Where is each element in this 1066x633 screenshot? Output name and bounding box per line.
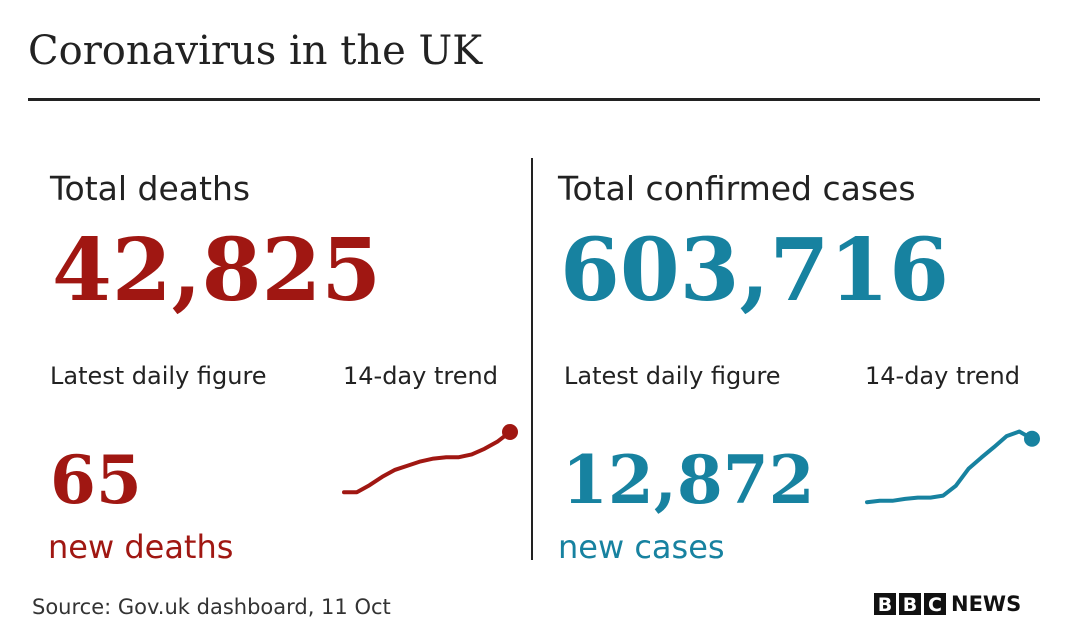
daily-label: Latest daily figure [564, 362, 781, 390]
title: Coronavirus in the UK [28, 28, 483, 74]
trend-end-dot [1024, 430, 1040, 447]
source: Source: Gov.uk dashboard, 11 Oct [32, 595, 391, 619]
trend-end-dot [502, 424, 518, 440]
trend-line [342, 430, 512, 495]
trend-label: 14-day trend [343, 362, 498, 390]
total: 42,825 [52, 220, 381, 321]
heading: Total deaths [49, 169, 250, 208]
logo-block [899, 593, 921, 615]
cases-panel: Total confirmed cases 603,716 Latest dai… [557, 169, 1020, 566]
logo-word: NEWS [951, 592, 1021, 616]
divider [531, 158, 533, 560]
logo-block [924, 593, 946, 615]
trend-label: 14-day trend [865, 362, 1020, 390]
title-rule [28, 98, 1040, 101]
daily-figure: 12,872 [562, 441, 815, 519]
heading: Total confirmed cases [557, 169, 916, 208]
logo-letter: C [928, 594, 942, 616]
logo-letter: B [878, 594, 892, 616]
trend-line [865, 429, 1034, 505]
total: 603,716 [560, 220, 949, 321]
daily-figure: 65 [50, 441, 142, 519]
daily-unit: new deaths [48, 528, 233, 566]
deaths-panel: Total deaths 42,825 Latest daily figure … [48, 169, 498, 566]
logo-block [874, 593, 896, 615]
daily-label: Latest daily figure [50, 362, 267, 390]
daily-unit: new cases [558, 528, 725, 566]
logo-letter: B [903, 594, 917, 616]
bbc-logo: B B C NEWS [874, 592, 1021, 616]
